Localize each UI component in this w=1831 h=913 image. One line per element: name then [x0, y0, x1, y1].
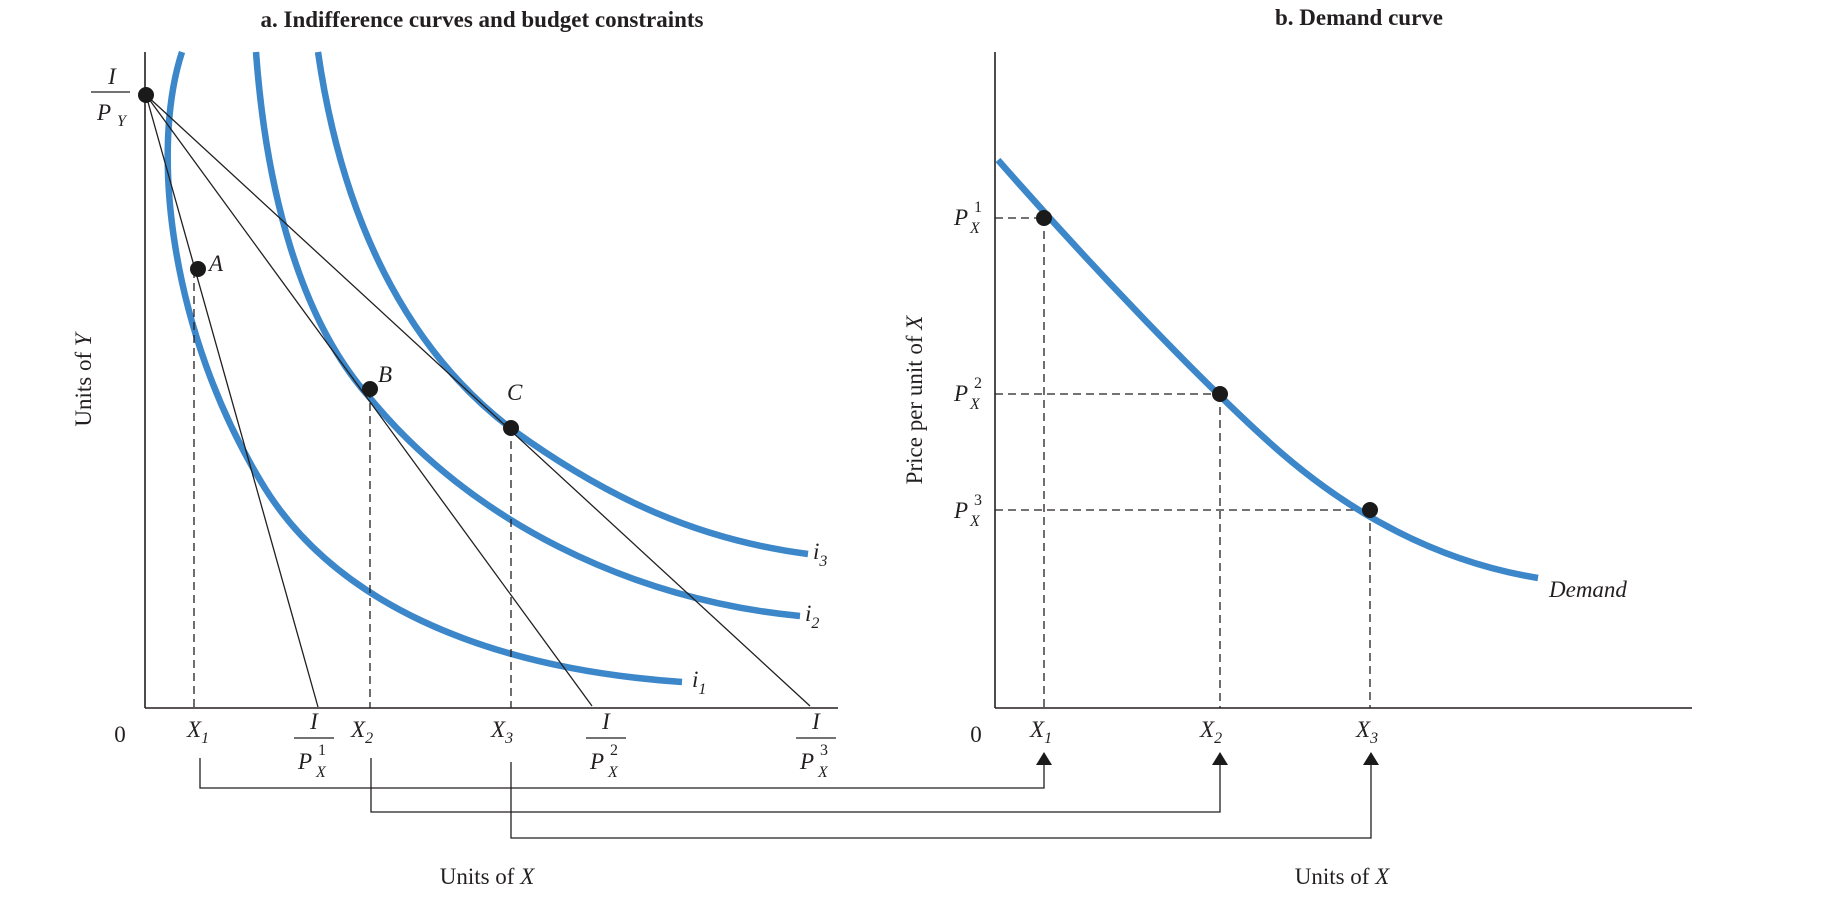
panel-a-title: a. Indifference curves and budget constr… — [261, 7, 704, 32]
indifference-curve-i1 — [164, 50, 683, 686]
x-tick-x1-a: X1 — [186, 717, 209, 747]
demand-curve — [995, 157, 1539, 582]
budget-line-1 — [145, 94, 319, 708]
point-a-label: A — [207, 251, 224, 276]
y-axis-label-b: Price per unit of X — [902, 315, 927, 485]
origin-label-a: 0 — [114, 722, 126, 747]
x-axis-label-a: Units of X — [440, 864, 536, 889]
svg-text:I: I — [309, 709, 319, 734]
svg-text:1: 1 — [974, 199, 982, 216]
svg-text:P: P — [297, 749, 312, 774]
connector-x2 — [370, 758, 1221, 813]
point-b-label: B — [378, 362, 392, 387]
panel-a: a. Indifference curves and budget constr… — [71, 7, 838, 889]
point-b — [362, 381, 378, 397]
svg-text:Y: Y — [117, 113, 128, 130]
svg-text:P: P — [589, 749, 604, 774]
price-tick-2: P 2 X — [953, 375, 982, 413]
svg-text:P: P — [953, 381, 968, 406]
price-tick-3: P 3 X — [953, 492, 982, 530]
svg-text:P: P — [96, 100, 111, 125]
demand-point-2 — [1212, 386, 1228, 402]
svg-text:X: X — [969, 396, 981, 413]
connector-x3 — [510, 762, 1372, 839]
price-tick-1: P 1 X — [953, 199, 982, 237]
svg-text:I: I — [107, 64, 117, 89]
point-a — [190, 261, 206, 277]
arrowhead-x3 — [1363, 752, 1379, 765]
panel-b: b. Demand curve 0 Price per unit of X P … — [902, 5, 1692, 889]
x-tick-x1-b: X1 — [1029, 717, 1052, 747]
svg-text:X: X — [969, 220, 981, 237]
svg-text:X: X — [315, 764, 327, 781]
y-axis-label-a: Units of Y — [71, 331, 96, 427]
point-c — [503, 420, 519, 436]
connectors — [199, 752, 1379, 839]
demand-label: Demand — [1548, 577, 1627, 602]
svg-text:2: 2 — [610, 742, 618, 759]
budget-line-2 — [145, 94, 593, 707]
y-intercept-label: I P Y — [91, 64, 130, 130]
curve-label-i2: i2 — [805, 601, 819, 632]
y-intercept-point — [138, 87, 154, 103]
curve-label-i1: i1 — [692, 667, 706, 698]
origin-label-b: 0 — [970, 722, 982, 747]
connector-x1 — [199, 758, 1045, 789]
panel-b-title: b. Demand curve — [1275, 5, 1443, 30]
x-intercept-label-3: I P X 3 — [796, 709, 836, 781]
x-tick-x3-a: X3 — [490, 717, 513, 747]
svg-text:P: P — [799, 749, 814, 774]
svg-text:X: X — [817, 764, 829, 781]
budget-line-3 — [145, 94, 811, 707]
demand-point-3 — [1362, 502, 1378, 518]
svg-text:1: 1 — [318, 742, 326, 759]
svg-text:3: 3 — [820, 742, 828, 759]
svg-text:X: X — [969, 513, 981, 530]
svg-text:I: I — [811, 709, 821, 734]
curve-label-i3: i3 — [813, 539, 827, 570]
arrowhead-x1 — [1036, 752, 1052, 765]
x-tick-x2-b: X2 — [1199, 717, 1222, 747]
svg-text:P: P — [953, 205, 968, 230]
x-intercept-label-1: I P X 1 — [294, 709, 334, 781]
point-c-label: C — [507, 380, 523, 405]
x-axis-label-b: Units of X — [1295, 864, 1391, 889]
x-intercept-label-2: I P X 2 — [586, 709, 626, 781]
demand-point-1 — [1036, 210, 1052, 226]
svg-text:I: I — [601, 709, 611, 734]
svg-text:2: 2 — [974, 375, 982, 392]
svg-text:X: X — [607, 764, 619, 781]
svg-text:3: 3 — [974, 492, 982, 509]
indifference-curve-i2 — [252, 51, 801, 620]
arrowhead-x2 — [1212, 752, 1228, 765]
svg-text:P: P — [953, 498, 968, 523]
x-tick-x3-b: X3 — [1355, 717, 1378, 747]
x-tick-x2-a: X2 — [350, 717, 373, 747]
